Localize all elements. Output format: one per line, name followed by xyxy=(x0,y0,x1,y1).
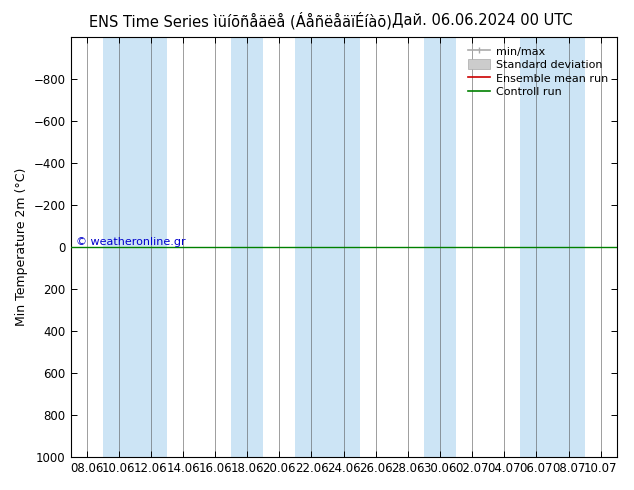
Text: Дай. 06.06.2024 00 UTC: Дай. 06.06.2024 00 UTC xyxy=(392,12,572,27)
Bar xyxy=(135,37,167,457)
Bar xyxy=(521,37,552,457)
Bar xyxy=(103,37,135,457)
Y-axis label: Min Temperature 2m (°C): Min Temperature 2m (°C) xyxy=(15,168,28,326)
Bar xyxy=(424,37,456,457)
Bar xyxy=(295,37,328,457)
Text: © weatheronline.gr: © weatheronline.gr xyxy=(76,237,186,247)
Legend: min/max, Standard deviation, Ensemble mean run, Controll run: min/max, Standard deviation, Ensemble me… xyxy=(465,43,611,101)
Bar xyxy=(328,37,359,457)
Text: ENS Time Series ìüíõñåäëå (ÁåñëåäïÉíàõ): ENS Time Series ìüíõñåäëå (ÁåñëåäïÉíàõ) xyxy=(89,12,392,30)
Bar xyxy=(231,37,263,457)
Bar xyxy=(552,37,585,457)
